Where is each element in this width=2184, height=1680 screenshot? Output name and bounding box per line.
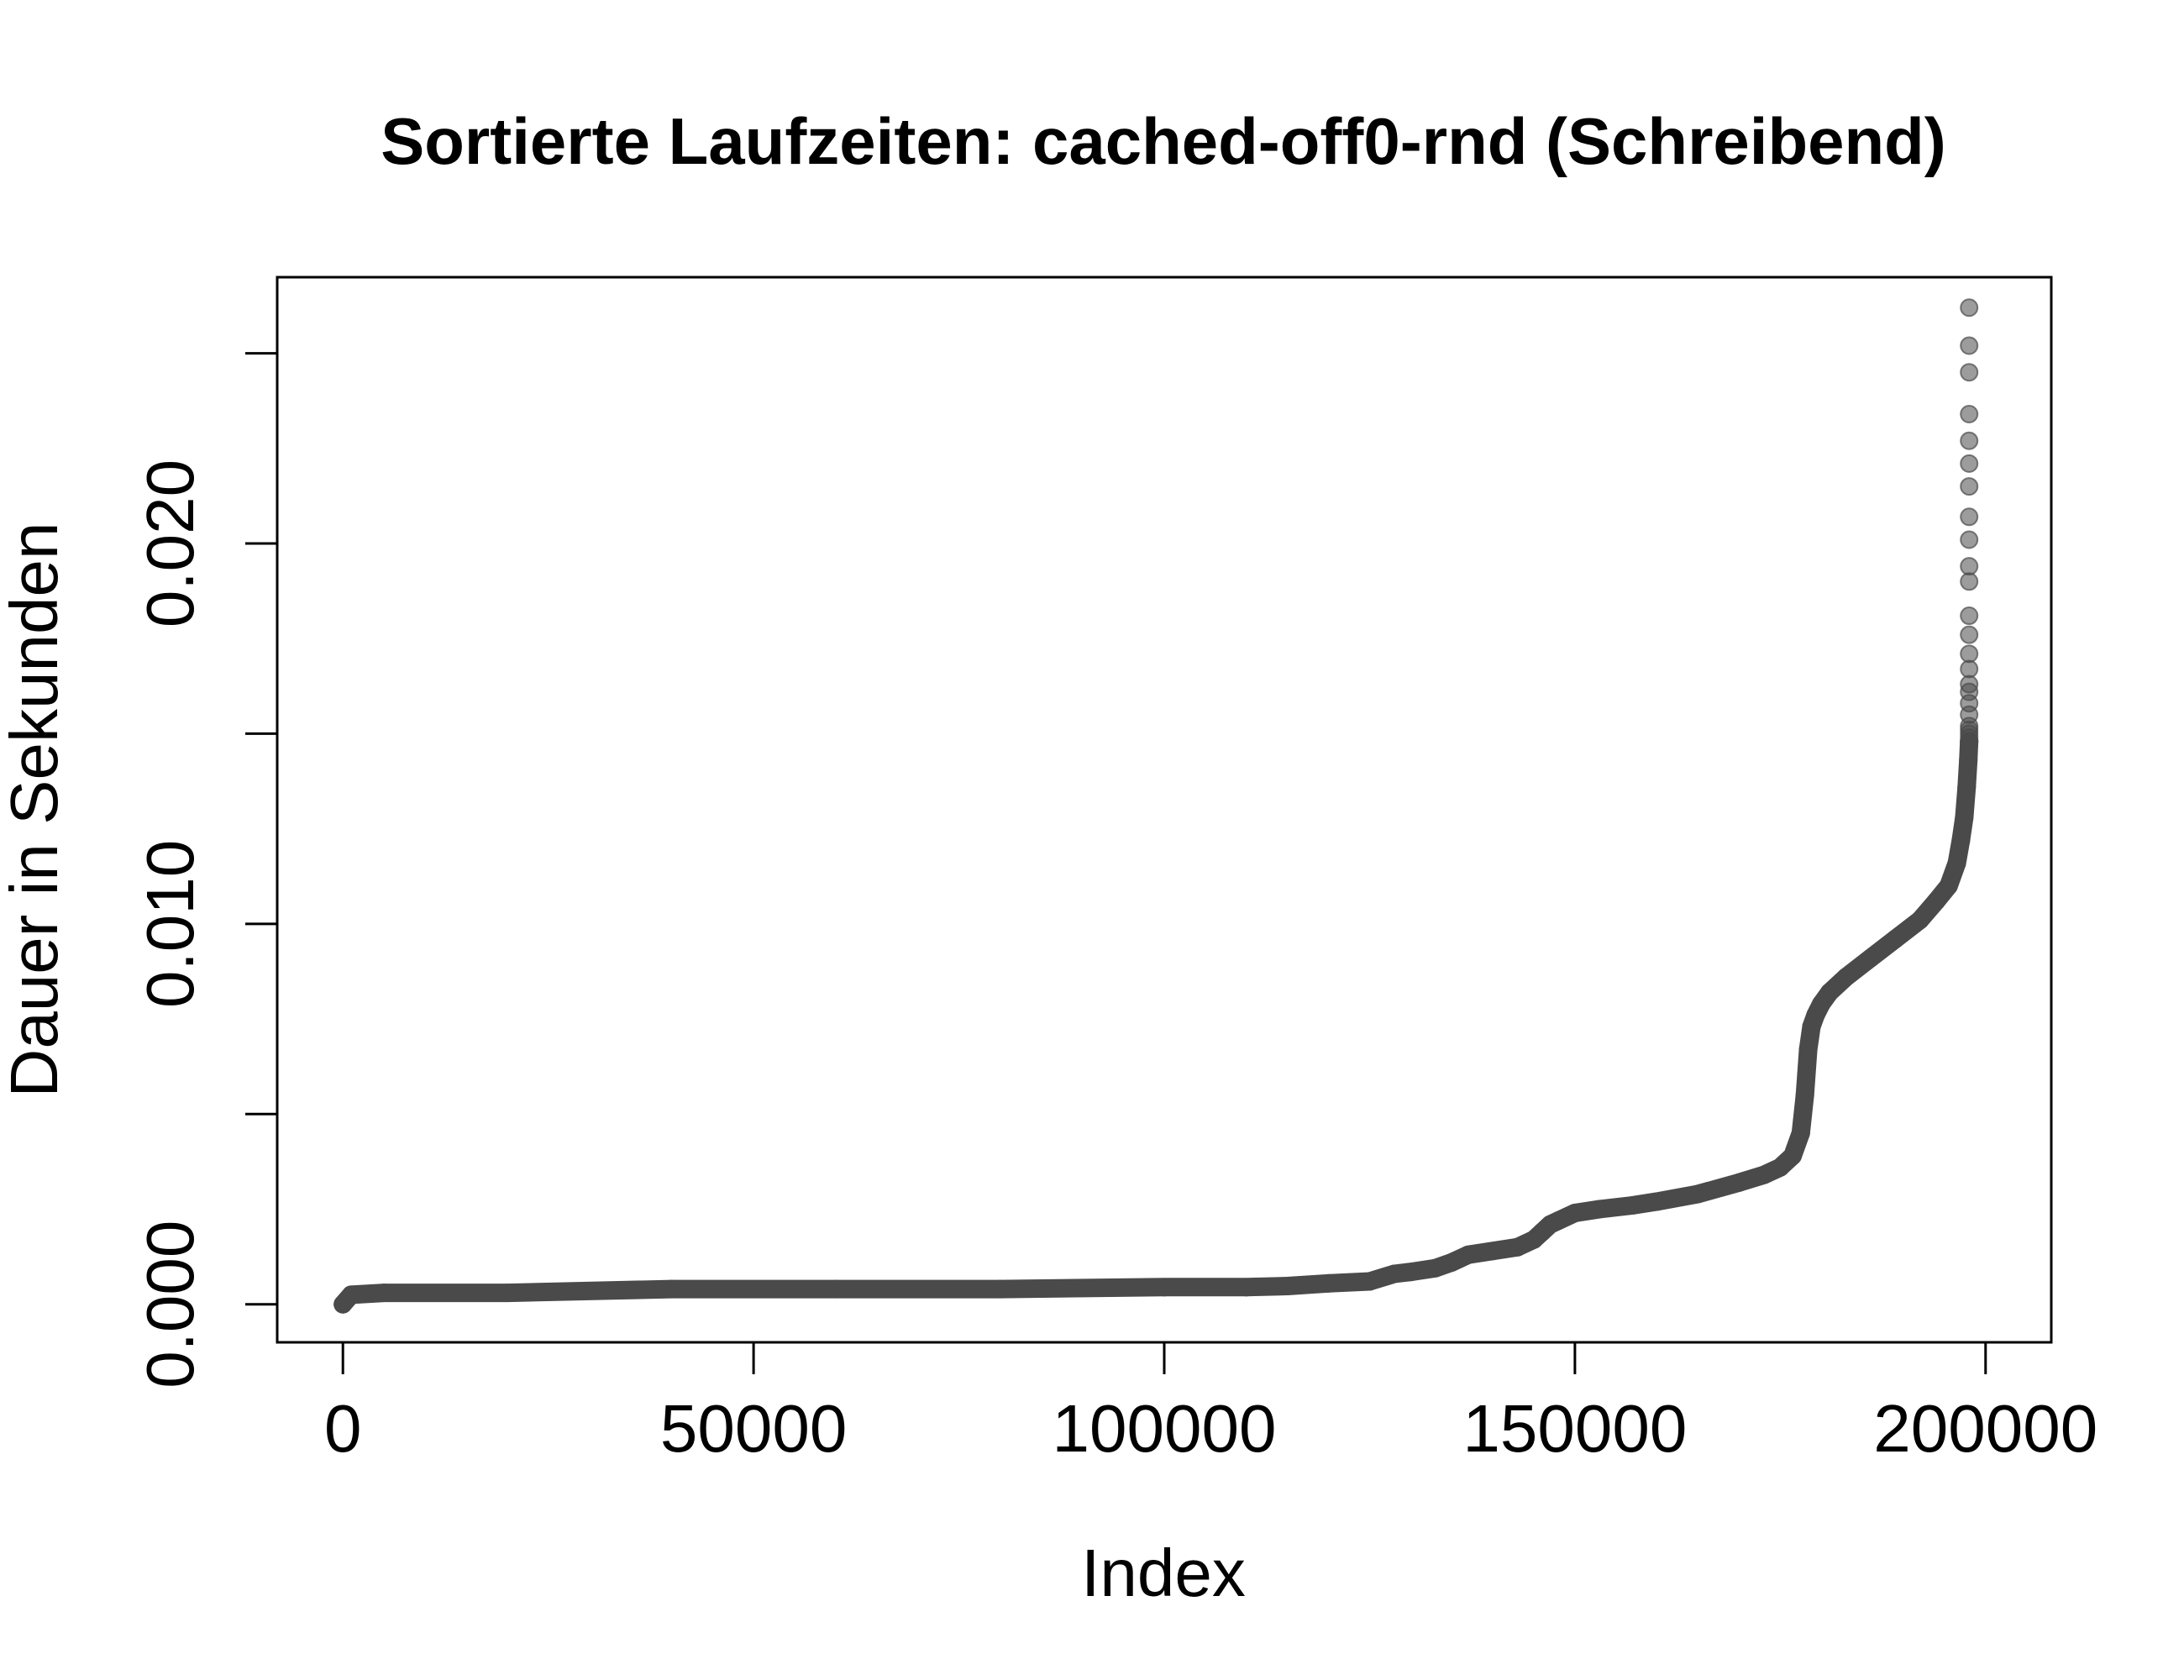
outlier-point bbox=[1960, 644, 1979, 664]
data-point bbox=[1590, 1200, 1609, 1219]
data-point bbox=[1319, 1273, 1338, 1293]
outlier-point bbox=[1960, 298, 1979, 318]
data-point bbox=[1836, 968, 1856, 987]
data-point bbox=[1483, 1242, 1503, 1261]
outlier-point bbox=[1960, 336, 1979, 355]
data-point bbox=[1910, 911, 1929, 930]
data-point bbox=[1783, 1147, 1802, 1166]
x-tick-label: 50000 bbox=[660, 1391, 847, 1466]
data-point bbox=[1730, 1173, 1749, 1192]
data-point bbox=[1957, 777, 1977, 796]
data-point bbox=[1955, 808, 1974, 827]
data-point bbox=[497, 1284, 517, 1303]
data-point bbox=[1155, 1278, 1173, 1297]
outlier-point bbox=[1960, 477, 1979, 496]
data-point bbox=[1549, 1211, 1568, 1231]
outlier-point bbox=[1960, 606, 1979, 626]
x-axis: 0 50000 100000 150000 200000 bbox=[324, 1341, 2097, 1466]
data-series bbox=[333, 298, 1979, 1314]
data-point bbox=[342, 1285, 360, 1305]
data-point bbox=[990, 1279, 1010, 1299]
outlier-point bbox=[1960, 625, 1979, 644]
data-point bbox=[1647, 1192, 1667, 1211]
outlier-point bbox=[1960, 405, 1979, 424]
data-point bbox=[1508, 1237, 1527, 1257]
outlier-point bbox=[1960, 557, 1979, 576]
data-point bbox=[375, 1284, 394, 1303]
x-tick-label: 200000 bbox=[1873, 1391, 2097, 1466]
data-point bbox=[1947, 853, 1966, 873]
data-point bbox=[1927, 891, 1946, 911]
data-point bbox=[1565, 1204, 1584, 1223]
plot-frame bbox=[276, 276, 2053, 1344]
data-curve bbox=[333, 732, 1979, 1314]
y-tick-label: 0.020 bbox=[133, 459, 207, 627]
data-point bbox=[1688, 1184, 1708, 1204]
data-point bbox=[1236, 1278, 1256, 1297]
data-point bbox=[1360, 1272, 1379, 1291]
data-point bbox=[662, 1279, 681, 1299]
outlier-point bbox=[1960, 363, 1979, 382]
x-tick-label: 0 bbox=[324, 1391, 362, 1466]
outlier-point bbox=[1960, 530, 1979, 549]
data-point bbox=[1442, 1252, 1462, 1272]
outlier-point bbox=[1960, 732, 1979, 751]
x-tick-label: 100000 bbox=[1053, 1391, 1277, 1466]
chart-title: Sortierte Laufzeiten: cached-off0-rnd (S… bbox=[381, 104, 1946, 178]
outlier-point bbox=[1960, 659, 1979, 679]
y-tick-label: 0.010 bbox=[133, 840, 207, 1008]
data-point bbox=[1278, 1276, 1297, 1295]
outlier-point bbox=[1960, 454, 1979, 473]
data-point bbox=[1798, 1040, 1818, 1059]
data-point bbox=[1820, 983, 1839, 1002]
y-axis: 0.000 0.010 0.020 bbox=[133, 352, 279, 1389]
data-point bbox=[1951, 831, 1971, 850]
x-tick-label: 150000 bbox=[1462, 1391, 1687, 1466]
x-axis-label: Index bbox=[1081, 1536, 1246, 1610]
data-point bbox=[1425, 1258, 1445, 1278]
outlier-point bbox=[1960, 572, 1979, 591]
outlier-point bbox=[1960, 507, 1979, 527]
data-point bbox=[1458, 1245, 1478, 1264]
data-point bbox=[1754, 1165, 1773, 1184]
outlier-point bbox=[1960, 431, 1979, 450]
data-point bbox=[1939, 876, 1958, 895]
data-point bbox=[1959, 751, 1978, 770]
y-axis-label: Dauer in Sekunden bbox=[0, 522, 71, 1098]
data-point bbox=[1795, 1085, 1814, 1105]
data-point bbox=[1771, 1158, 1790, 1177]
data-point bbox=[1886, 929, 1905, 948]
data-point bbox=[826, 1279, 845, 1299]
data-point bbox=[1861, 948, 1880, 968]
y-tick-label: 0.000 bbox=[133, 1221, 207, 1389]
data-point bbox=[1384, 1264, 1404, 1284]
data-point bbox=[1401, 1263, 1420, 1282]
data-point bbox=[1791, 1123, 1810, 1142]
data-point bbox=[1623, 1195, 1642, 1215]
